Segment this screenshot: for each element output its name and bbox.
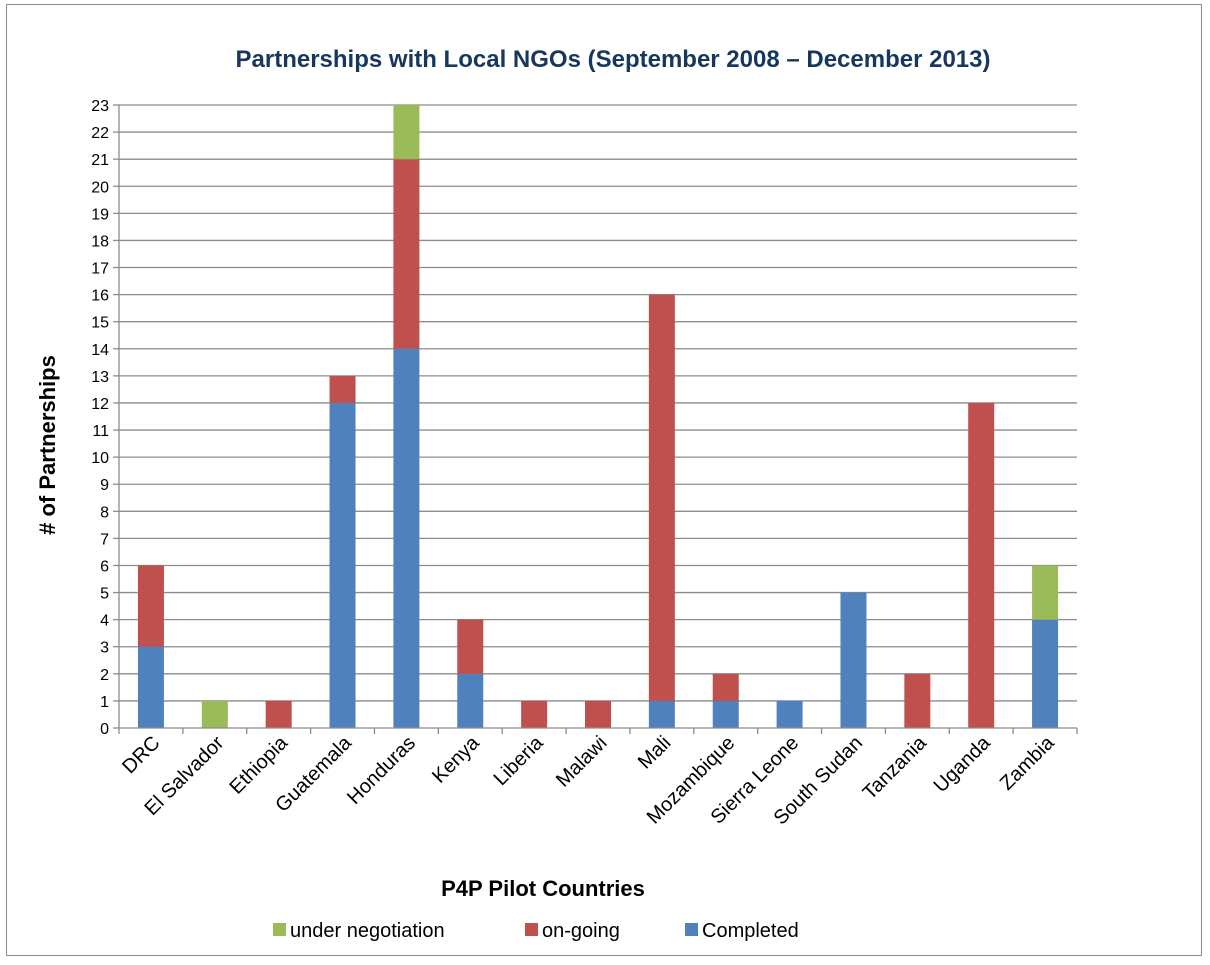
y-axis-title: # of Partnerships [35, 355, 60, 535]
bar-completed [457, 674, 483, 728]
x-category-label: Honduras [343, 732, 420, 809]
bar-completed [777, 701, 803, 728]
legend-label: Completed [702, 920, 799, 942]
y-tick-label: 10 [91, 450, 109, 467]
y-tick-label: 18 [91, 233, 109, 250]
y-tick-label: 9 [100, 477, 109, 494]
y-tick-label: 16 [91, 288, 109, 305]
y-tick-label: 14 [91, 342, 109, 359]
y-tick-label: 21 [91, 152, 109, 169]
bar-on-going [393, 159, 419, 349]
bar-under-negotiation [393, 105, 419, 159]
x-category-label: DRC [118, 732, 164, 778]
legend-label: on-going [542, 920, 620, 942]
y-tick-label: 19 [91, 206, 109, 223]
bar-completed [393, 349, 419, 728]
chart-title: Partnerships with Local NGOs (September … [236, 46, 991, 73]
y-tick-label: 22 [91, 125, 109, 142]
axes [119, 105, 1077, 734]
y-tick-label: 5 [100, 586, 109, 603]
legend-swatch [273, 923, 286, 936]
x-category-label: Zambia [996, 731, 1059, 794]
y-tick-label: 3 [100, 640, 109, 657]
bars [138, 105, 1058, 728]
x-category-label: Liberia [490, 731, 549, 790]
bar-on-going [330, 376, 356, 403]
y-tick-label: 4 [100, 613, 109, 630]
y-tick-label: 23 [91, 98, 109, 115]
y-tick-label: 8 [100, 504, 109, 521]
legend-label: under negotiation [290, 920, 445, 942]
bar-on-going [968, 403, 994, 728]
x-category-label: Mali [634, 732, 675, 773]
bar-under-negotiation [1032, 565, 1058, 619]
y-tick-label: 6 [100, 558, 109, 575]
bar-completed [138, 647, 164, 728]
legend-swatch [685, 923, 698, 936]
bar-completed [330, 403, 356, 728]
bar-on-going [713, 674, 739, 701]
x-category-label: Uganda [930, 731, 996, 797]
x-category-label: Tanzania [859, 731, 932, 804]
y-tick-label: 7 [100, 531, 109, 548]
y-tick-label: 13 [91, 369, 109, 386]
bar-on-going [585, 701, 611, 728]
y-tick-label: 17 [91, 261, 109, 278]
chart-svg: Partnerships with Local NGOs (September … [7, 5, 1203, 957]
y-tick-label: 12 [91, 396, 109, 413]
bar-on-going [649, 295, 675, 701]
x-category-label: Kenya [428, 731, 484, 787]
bar-on-going [904, 674, 930, 728]
gridlines [119, 105, 1077, 701]
bar-under-negotiation [202, 701, 228, 728]
bar-completed [649, 701, 675, 728]
bar-completed [713, 701, 739, 728]
y-tick-label: 1 [100, 694, 109, 711]
legend: under negotiation on-going Completed [273, 920, 799, 942]
chart-frame: Partnerships with Local NGOs (September … [6, 4, 1202, 956]
legend-swatch [525, 923, 538, 936]
bar-on-going [521, 701, 547, 728]
y-tick-label: 0 [100, 721, 109, 738]
y-tick-label: 20 [91, 179, 109, 196]
x-axis-title: P4P Pilot Countries [441, 876, 645, 901]
bar-completed [1032, 620, 1058, 728]
y-tick-label: 11 [92, 423, 109, 440]
bar-on-going [138, 565, 164, 646]
bar-on-going [266, 701, 292, 728]
bar-on-going [457, 620, 483, 674]
y-tick-label: 15 [91, 315, 109, 332]
x-category-label: Malawi [552, 732, 612, 792]
y-tick-label: 2 [100, 667, 109, 684]
bar-completed [840, 593, 866, 728]
